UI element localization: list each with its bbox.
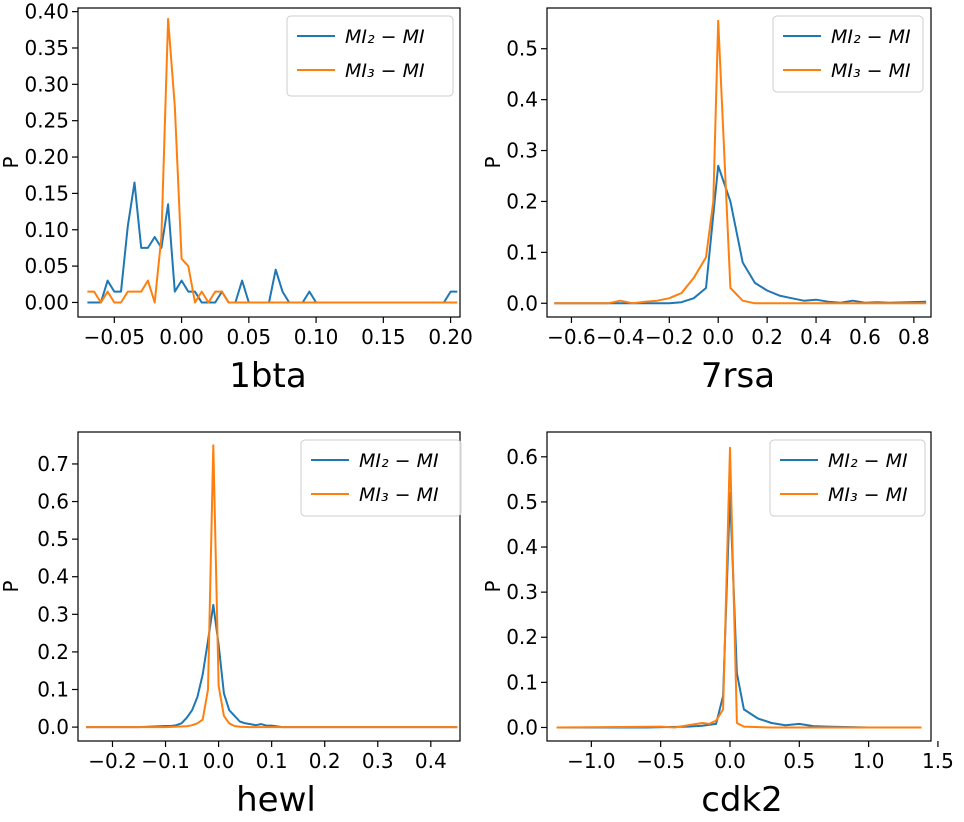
legend-label-2: MI₃ − MI <box>828 484 908 506</box>
legend-label-1: MI₂ − MI <box>359 450 439 472</box>
x-tick-label: 0.0 <box>203 749 235 773</box>
y-tick-label: 0.6 <box>506 445 538 469</box>
y-tick-label: 0.0 <box>506 715 538 739</box>
x-tick-label: 0.6 <box>849 325 881 349</box>
series-line-2 <box>86 444 458 729</box>
legend-label-1: MI₂ − MI <box>828 450 908 472</box>
x-tick-label: 0.0 <box>714 749 746 773</box>
caption-7rsa: 7rsa <box>700 356 776 396</box>
legend-label-2: MI₃ − MI <box>345 60 425 82</box>
y-tick-label: 0.3 <box>37 602 69 626</box>
y-tick-label: 0.5 <box>506 37 538 61</box>
x-tick-label: 0.4 <box>415 749 447 773</box>
y-tick-label: 0.4 <box>506 535 538 559</box>
y-tick-label: 0.2 <box>506 625 538 649</box>
series-line-1 <box>87 181 458 304</box>
y-tick-label: 0.1 <box>37 678 69 702</box>
x-tick-label: −0.2 <box>88 749 137 773</box>
y-tick-label: 0.20 <box>24 145 69 169</box>
x-tick-label: −0.4 <box>596 325 645 349</box>
x-tick-label: 0.4 <box>800 325 832 349</box>
chart-panel-hewl: −0.2 −0.1 0.0 0.1 0.2 0.3 0.4 0.0 0.1 0.2 0.3 0.4 0.… <box>0 431 462 773</box>
legend-label-1: MI₂ − MI <box>345 26 425 48</box>
y-tick-label: 0.3 <box>506 139 538 163</box>
plot-frame <box>546 7 932 318</box>
y-axis-label: P <box>481 580 505 592</box>
y-tick-label: 0.1 <box>506 670 538 694</box>
plot-frame <box>546 431 932 742</box>
series-line-2 <box>87 17 458 304</box>
x-tick-label: 0.8 <box>898 325 930 349</box>
y-tick-label: 0.15 <box>24 181 69 205</box>
y-axis-label: P <box>0 156 23 168</box>
chart-panel-1bta: −0.05 0.00 0.05 0.10 0.15 0.20 0.00 0.05 0.10 0.1… <box>0 0 473 349</box>
y-tick-label: 0.05 <box>24 254 69 278</box>
y-tick-label: 0.30 <box>24 72 69 96</box>
x-tick-label: −1.0 <box>567 749 616 773</box>
y-tick-label: 0.10 <box>24 218 69 242</box>
x-tick-label: −0.1 <box>141 749 190 773</box>
x-tick-label: −0.05 <box>84 325 145 349</box>
x-tick-label: −0.5 <box>636 749 685 773</box>
y-axis-label: P <box>481 156 505 168</box>
chart-panel-7rsa: −0.6 −0.4 −0.2 0.0 0.2 0.4 0.6 0.8 0.0 0.1 0.2 0.3 0… <box>481 7 932 349</box>
caption-hewl: hewl <box>236 780 316 820</box>
series-line-2 <box>554 19 927 305</box>
y-tick-label: 0.5 <box>506 490 538 514</box>
plot-frame <box>77 7 461 318</box>
y-tick-label: 0.25 <box>24 109 69 133</box>
y-tick-label: 0.0 <box>37 715 69 739</box>
y-tick-label: 0.40 <box>24 0 69 24</box>
series-line-1 <box>86 603 458 729</box>
plot-frame <box>77 431 461 742</box>
y-tick-label: 0.2 <box>37 640 69 664</box>
legend-label-1: MI₂ − MI <box>831 26 911 48</box>
x-tick-label: 0.2 <box>309 749 341 773</box>
x-tick-label: 0.5 <box>783 749 815 773</box>
y-tick-label: 0.4 <box>506 88 538 112</box>
y-tick-label: 0.0 <box>506 291 538 315</box>
caption-cdk2: cdk2 <box>701 780 783 820</box>
x-tick-label: 0.05 <box>227 325 272 349</box>
x-tick-label: 0.2 <box>751 325 783 349</box>
series-line-2 <box>556 446 922 729</box>
y-tick-label: 0.5 <box>37 527 69 551</box>
x-tick-label: 0.1 <box>256 749 288 773</box>
y-tick-label: 0.1 <box>506 240 538 264</box>
legend-label-2: MI₃ − MI <box>831 60 911 82</box>
x-tick-label: 0.10 <box>294 325 339 349</box>
y-tick-label: 0.6 <box>37 490 69 514</box>
y-tick-label: 0.7 <box>37 452 69 476</box>
chart-panel-cdk2: −1.0 −0.5 0.0 0.5 1.0 1.5 0.0 0.1 0.2 0.3 0.4 0.5 0.… <box>481 431 954 773</box>
y-tick-label: 0.4 <box>37 565 69 589</box>
x-tick-label: −0.2 <box>645 325 694 349</box>
y-tick-label: 0.2 <box>506 189 538 213</box>
x-tick-label: 0.15 <box>361 325 406 349</box>
x-tick-label: 0.00 <box>159 325 204 349</box>
x-tick-label: 0.0 <box>702 325 734 349</box>
series-line-1 <box>554 164 927 305</box>
caption-1bta: 1bta <box>229 356 307 396</box>
y-axis-label: P <box>0 580 23 592</box>
y-tick-label: 0.3 <box>506 580 538 604</box>
x-tick-label: 1.5 <box>922 749 954 773</box>
y-tick-label: 0.00 <box>24 290 69 314</box>
y-tick-label: 0.35 <box>24 36 69 60</box>
legend-label-2: MI₃ − MI <box>359 484 439 506</box>
x-tick-label: 0.20 <box>428 325 473 349</box>
x-tick-label: −0.6 <box>547 325 596 349</box>
series-line-1 <box>556 491 922 729</box>
x-tick-label: 1.0 <box>853 749 885 773</box>
x-tick-label: 0.3 <box>362 749 394 773</box>
